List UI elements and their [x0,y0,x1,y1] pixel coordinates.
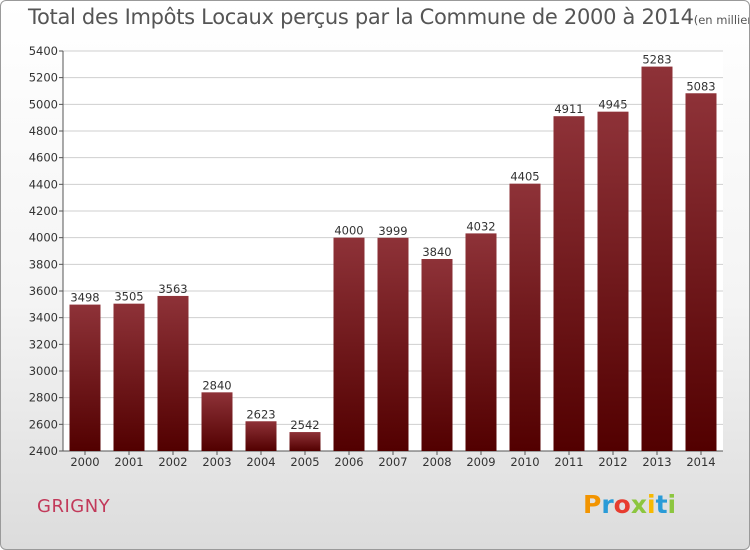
y-tick-label: 4200 [29,204,58,218]
bar-2008 [421,259,453,451]
x-tick-label: 2002 [158,455,187,469]
bar-2013 [641,66,673,451]
commune-name: GRIGNY [37,496,111,517]
logo-letter: r [601,490,614,519]
bar-2002 [157,295,189,451]
bar-2014 [685,93,717,452]
y-tick-label: 3200 [29,337,58,351]
bar-2000 [69,304,101,451]
x-tick-label: 2008 [422,455,451,469]
x-tick-label: 2009 [466,455,495,469]
bar-2007 [377,237,409,451]
y-tick-label: 5200 [29,71,58,85]
data-label: 5083 [686,79,715,93]
bar-2012 [597,111,629,452]
x-tick-label: 2003 [202,455,231,469]
x-tick-label: 2012 [598,455,627,469]
logo-letter: i [647,490,656,519]
data-label: 5283 [642,53,671,67]
data-label: 2840 [202,378,231,392]
y-tick-label: 4600 [29,151,58,165]
bar-2006 [333,237,365,451]
x-tick-label: 2010 [510,455,539,469]
x-tick-label: 2006 [334,455,363,469]
data-label: 3505 [114,290,143,304]
chart-unit-label: (en milliers d'€) [693,13,749,27]
logo-letter: i [667,490,677,519]
x-tick-label: 2000 [70,455,99,469]
data-label: 2542 [290,418,319,432]
bar-2003 [201,392,233,451]
logo-letter: t [655,490,668,519]
data-label: 4405 [510,170,539,184]
x-tick-label: 2001 [114,455,143,469]
data-label: 3840 [422,245,451,259]
y-tick-label: 2600 [29,417,58,431]
x-tick-label: 2007 [378,455,407,469]
chart-title: Total des Impôts Locaux perçus par la Co… [28,5,749,29]
chart-title-text: Total des Impôts Locaux perçus par la Co… [28,5,694,29]
bar-2010 [509,183,541,451]
x-tick-label: 2014 [686,455,715,469]
logo-letter: x [630,490,647,519]
data-label: 4032 [466,219,495,233]
y-tick-label: 5000 [29,97,58,111]
y-tick-label: 4800 [29,124,58,138]
x-tick-label: 2004 [246,455,275,469]
x-tick-label: 2005 [290,455,319,469]
data-label: 2623 [246,407,275,421]
y-tick-label: 2400 [29,444,58,458]
data-label: 3999 [378,224,407,238]
y-tick-label: 3800 [29,257,58,271]
data-label: 4945 [598,98,627,112]
y-tick-label: 3600 [29,284,58,298]
data-label: 4911 [554,102,583,116]
data-labels: 3498 3505 3563 2840 2623 2542 4000 3999 3840 4032… [70,53,715,432]
bar-2001 [113,303,145,451]
x-tick-label: 2011 [554,455,583,469]
logo-letter: o [613,490,631,519]
bar-2011 [553,116,585,451]
bar-2009 [465,233,497,451]
data-label: 3498 [70,291,99,305]
bars [69,66,717,452]
data-label: 4000 [334,224,363,238]
y-tick-label: 3400 [29,311,58,325]
y-tick-label: 3000 [29,364,58,378]
bar-2004 [245,421,277,451]
y-tick-label: 2800 [29,391,58,405]
logo-letter: P [583,490,602,519]
y-tick-label: 4000 [29,231,58,245]
proxiti-logo: Proxiti [583,490,676,519]
y-tick-label: 5400 [29,44,58,58]
bar-2005 [289,432,321,451]
data-label: 3563 [158,282,187,296]
y-tick-label: 4400 [29,177,58,191]
x-tick-label: 2013 [642,455,671,469]
